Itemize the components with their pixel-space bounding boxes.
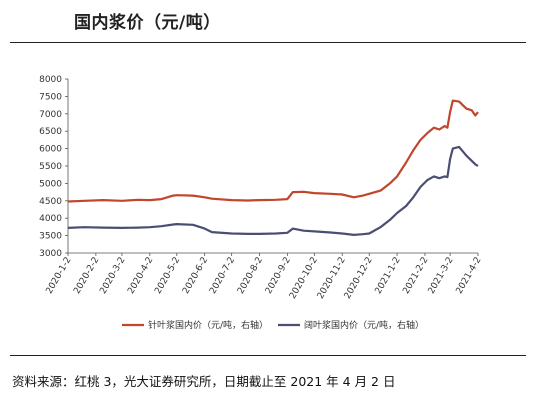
x-tick-label: 2020-8-2 xyxy=(236,256,265,296)
x-tick-label: 2021-1-2 xyxy=(374,256,403,296)
chart-title: 国内浆价（元/吨） xyxy=(74,13,221,33)
y-tick-label: 5000 xyxy=(39,179,62,189)
y-tick-label: 4500 xyxy=(39,197,62,207)
legend-label-1: 针叶浆国内价（元/吨，右轴） xyxy=(148,319,268,331)
x-tick-label: 2020-5-2 xyxy=(153,256,182,296)
x-tick-label: 2020-12-2 xyxy=(343,256,375,301)
x-tick-label: 2020-4-2 xyxy=(126,256,155,296)
footer-rule xyxy=(10,355,526,356)
legend-label-2: 阔叶浆国内价（元/吨，右轴） xyxy=(304,319,424,331)
y-axis: 3000 3500 4000 4500 5000 5500 6000 6500 7000 7500… xyxy=(39,75,69,259)
legend: 针叶浆国内价（元/吨，右轴） 阔叶浆国内价（元/吨，右轴） xyxy=(122,319,424,331)
y-tick-label: 7000 xyxy=(39,110,62,120)
x-tick-label: 2020-10-2 xyxy=(288,256,320,301)
x-tick-label: 2021-4-2 xyxy=(455,256,484,296)
title-rule xyxy=(10,42,526,43)
y-tick-label: 6500 xyxy=(39,127,62,137)
y-tick-label: 4000 xyxy=(39,214,62,224)
y-tick-label: 8000 xyxy=(39,75,62,85)
y-tick-label: 3500 xyxy=(39,232,62,242)
x-tick-label: 2020-7-2 xyxy=(208,256,237,296)
x-tick-label: 2020-3-2 xyxy=(98,256,127,296)
y-tick-label: 6000 xyxy=(39,145,62,155)
x-tick-label: 2020-6-2 xyxy=(181,256,210,296)
series-line-2 xyxy=(67,145,479,236)
x-tick-label: 2020-9-2 xyxy=(264,256,293,296)
x-tick-label: 2021-3-2 xyxy=(427,256,456,296)
y-tick-label: 7500 xyxy=(39,92,62,102)
y-tick-label: 3000 xyxy=(39,249,62,259)
y-tick-label: 5500 xyxy=(39,162,62,172)
x-axis: 2020-1-22020-2-22020-3-22020-4-22020-5-2… xyxy=(45,252,484,301)
series-line-1 xyxy=(67,99,479,203)
x-tick-label: 2020-1-2 xyxy=(45,256,74,296)
series-layer xyxy=(67,99,479,236)
x-tick-label: 2020-2-2 xyxy=(72,256,101,296)
source-note: 资料来源：红桃 3，光大证券研究所，日期截止至 2021 年 4 月 2 日 xyxy=(12,374,396,389)
